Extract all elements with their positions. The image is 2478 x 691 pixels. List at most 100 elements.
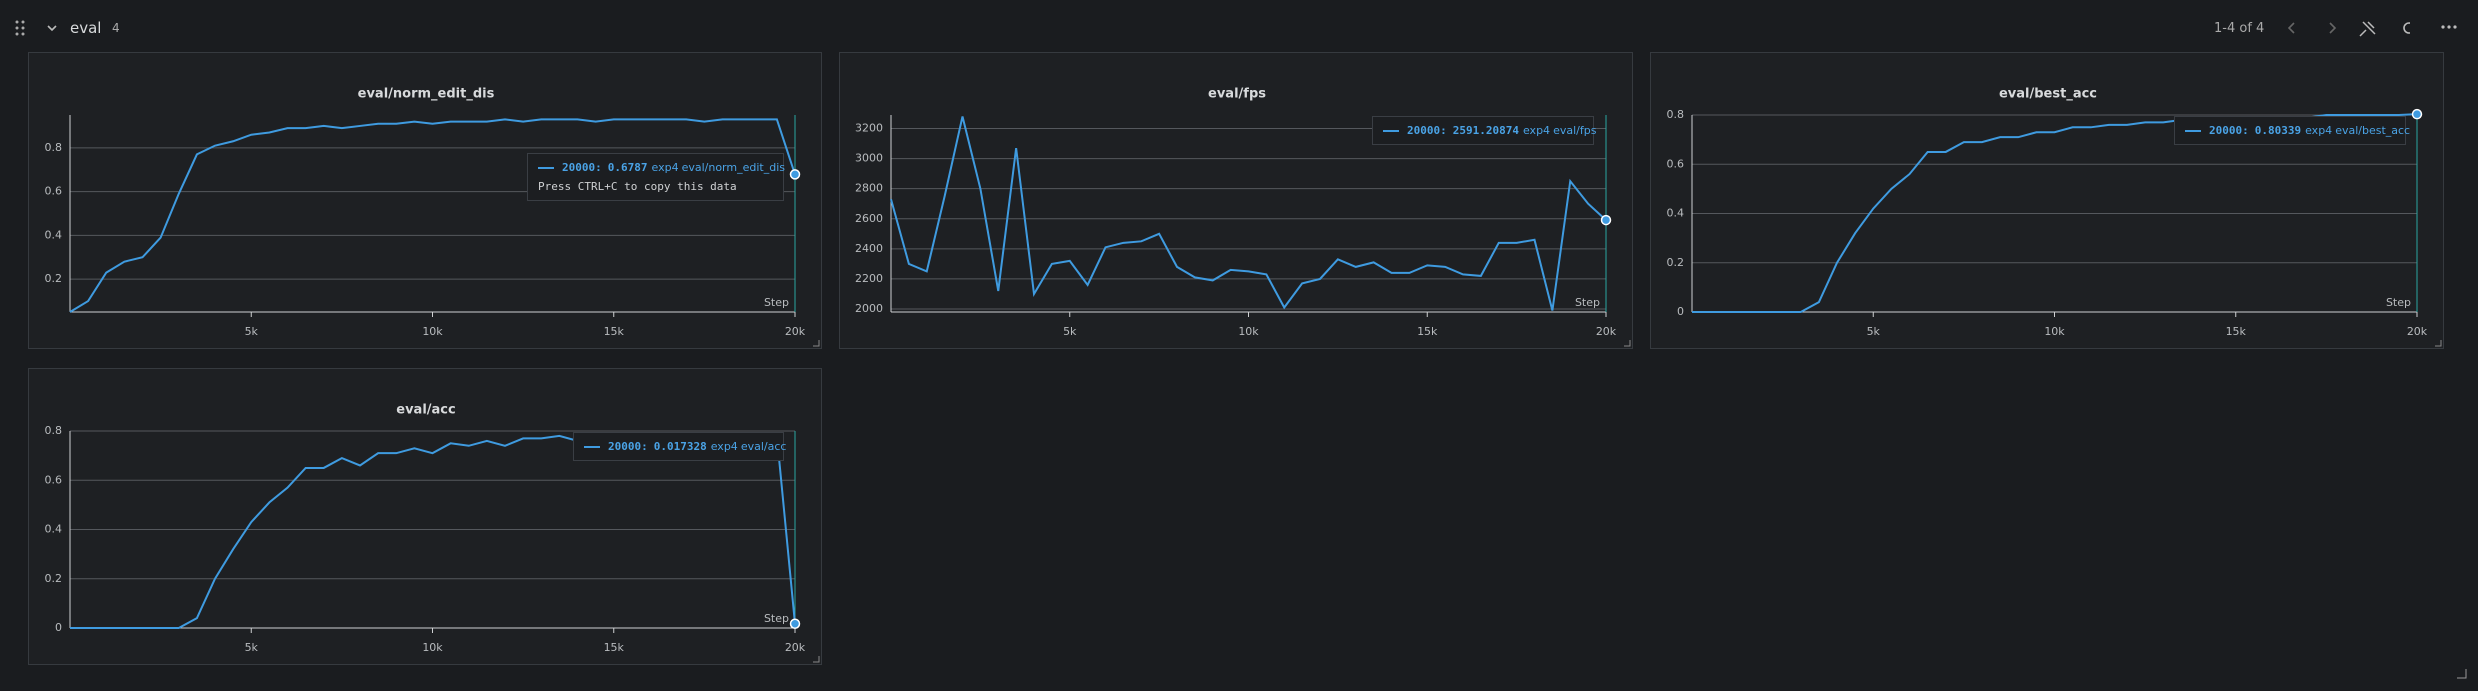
- hover-point: [2411, 108, 2423, 120]
- legend-swatch: [2185, 130, 2201, 132]
- y-tick-label: 0.4: [45, 228, 63, 241]
- resize-handle[interactable]: [2456, 668, 2468, 680]
- series-line: [70, 434, 796, 629]
- x-tick-label: 10k: [422, 641, 443, 654]
- tooltip-hint: Press CTRL+C to copy this data: [538, 180, 737, 193]
- y-tick-label: 0: [1677, 305, 1684, 318]
- drag-handle[interactable]: [12, 18, 32, 38]
- y-tick-label: 0.6: [45, 185, 63, 198]
- x-tick-label: 20k: [1596, 325, 1617, 338]
- legend-label: exp4: [710, 440, 738, 453]
- panel-resize: [813, 656, 820, 663]
- legend-label: exp4: [1522, 124, 1551, 137]
- x-tick-label: 15k: [604, 325, 625, 338]
- tooltip-metric: eval/norm_edit_dis: [681, 161, 785, 174]
- y-tick-label: 2000: [855, 302, 883, 315]
- y-tick-label: 0.2: [45, 272, 63, 285]
- tooltip-metric: eval/acc: [740, 440, 787, 453]
- chart-title: eval/best_acc: [1999, 87, 2097, 102]
- x-tick-label: 5k: [245, 325, 259, 338]
- collapse-chevron[interactable]: [44, 20, 60, 36]
- chart-panel: eval/norm_edit_dis 0.2 0.4 0.6 0.8 5k 10k 15k 20…: [28, 52, 822, 349]
- tooltip-step: 20000: [562, 161, 602, 174]
- x-tick-label: 15k: [2226, 325, 2247, 338]
- chart-title: eval/norm_edit_dis: [358, 87, 495, 102]
- x-tick-label: 20k: [785, 641, 806, 654]
- more-button[interactable]: [2440, 23, 2460, 33]
- y-tick-label: 0.4: [45, 523, 63, 536]
- y-tick-label: 0.8: [45, 424, 63, 437]
- x-axis-label: Step: [2386, 296, 2411, 309]
- y-tick-label: 0.8: [45, 141, 63, 154]
- chart-title: eval/acc: [396, 403, 455, 418]
- chart-panel: eval/best_acc 0 0.2 0.4 0.6 0.8 5k 10k 15k 20k Ste…: [1650, 52, 2444, 349]
- x-axis-label: Step: [1575, 296, 1600, 309]
- x-tick-label: 10k: [2044, 325, 2065, 338]
- hover-point: [1600, 214, 1612, 226]
- y-tick-label: 0.4: [1667, 207, 1685, 220]
- y-tick-label: 0.6: [1667, 157, 1685, 170]
- tooltip-value: 0.6787: [607, 161, 648, 174]
- pagination: 1-4 of 4: [2214, 21, 2265, 36]
- x-tick-label: 5k: [245, 641, 259, 654]
- legend-swatch: [584, 446, 600, 448]
- settings-button[interactable]: [2403, 22, 2410, 34]
- toolbar: [2287, 21, 2410, 37]
- x-axis-label: Step: [764, 296, 789, 309]
- tooltip-value: 0.017328: [653, 440, 707, 453]
- y-tick-label: 0: [55, 621, 62, 634]
- y-tick-label: 2400: [855, 242, 883, 255]
- x-tick-label: 10k: [1238, 325, 1259, 338]
- x-tick-label: 5k: [1867, 325, 1881, 338]
- tooltip-step: 20000: [608, 440, 648, 453]
- hover-point: [789, 169, 801, 180]
- tooltip-step: 20000: [1407, 124, 1447, 137]
- prev-page[interactable]: [2287, 22, 2295, 34]
- y-tick-label: 0.2: [45, 572, 63, 585]
- chart-title: eval/fps: [1208, 87, 1266, 102]
- y-tick-label: 0.2: [1667, 256, 1685, 269]
- x-tick-label: 20k: [2407, 325, 2428, 338]
- y-tick-label: 3000: [855, 152, 883, 165]
- x-tick-label: 10k: [422, 325, 443, 338]
- x-tick-label: 15k: [604, 641, 625, 654]
- y-tick-label: 3200: [855, 122, 883, 135]
- chart: eval/norm_edit_dis 0.2 0.4 0.6 0.8 5k 10k 15k 20…: [45, 87, 820, 347]
- legend-swatch: [538, 167, 554, 169]
- legend-label: exp4: [651, 161, 679, 174]
- x-tick-label: 5k: [1063, 325, 1077, 338]
- tooltip-value: 2591.20874: [1452, 124, 1519, 137]
- tooltip-metric: eval/fps: [1553, 124, 1597, 137]
- hover-point: [789, 618, 801, 629]
- chart-panel: eval/fps 2000 2200 2400 2600 2800 3000 3200 5k 10…: [839, 52, 1633, 349]
- x-tick-label: 15k: [1417, 325, 1438, 338]
- legend-label: exp4: [2305, 124, 2333, 137]
- y-tick-label: 0.6: [45, 473, 63, 486]
- y-tick-label: 0.8: [1667, 108, 1685, 121]
- section-count: 4: [112, 21, 120, 35]
- panel-resize: [2435, 340, 2442, 347]
- chart: eval/best_acc 0 0.2 0.4 0.6 0.8 5k 10k 15k 20k Ste…: [1667, 87, 2442, 347]
- y-tick-label: 2600: [855, 212, 883, 225]
- next-page[interactable]: [2329, 22, 2337, 34]
- series-line: [69, 118, 796, 313]
- y-tick-label: 2200: [855, 272, 883, 285]
- tooltip-value: 0.80339: [2254, 124, 2302, 137]
- y-tick-label: 2800: [855, 182, 883, 195]
- series-line: [890, 116, 1607, 311]
- section-title: eval: [70, 19, 102, 37]
- x-tick-label: 20k: [785, 325, 806, 338]
- pin-button[interactable]: [2359, 21, 2376, 37]
- chart-panel: eval/acc 0 0.2 0.4 0.6 0.8 5k 10k 15k 20k Step 2000…: [28, 368, 822, 665]
- tooltip-step: 20000: [2209, 124, 2249, 137]
- panel-resize: [1624, 340, 1631, 347]
